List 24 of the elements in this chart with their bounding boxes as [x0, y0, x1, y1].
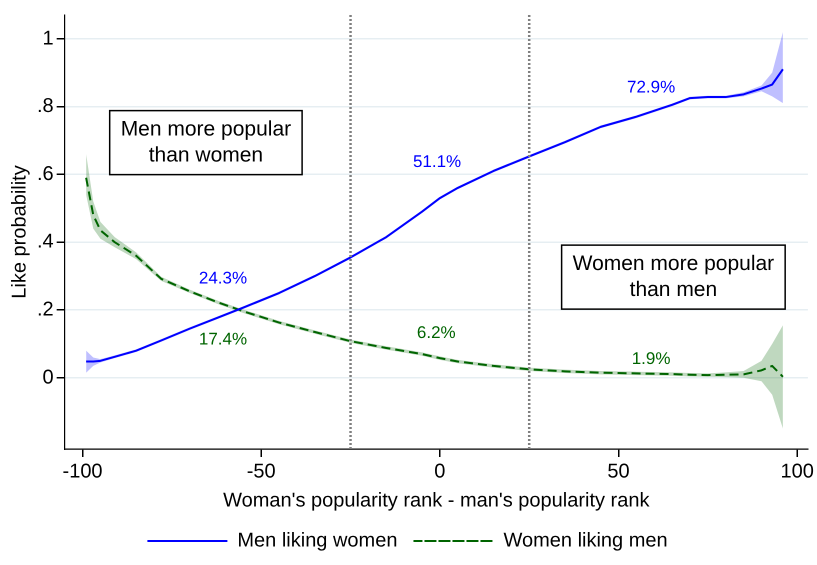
y-axis-title: Like probability [8, 165, 31, 299]
y-tick-label: 0 [42, 366, 54, 388]
y-tick-label: 1 [42, 27, 54, 50]
x-tick-label: 50 [607, 460, 630, 483]
annotation: Men more popular than women [120, 117, 292, 166]
x-tick-label: 100 [780, 460, 814, 483]
x-tick-label: 0 [434, 460, 446, 483]
x-axis-title: Woman's popularity rank - man's popularity rank [223, 490, 650, 512]
annotation: 6.2% [416, 323, 456, 342]
y-tick-label: .2 [36, 298, 54, 320]
annotation: Women more popular than men [572, 252, 774, 301]
line-series [85, 176, 784, 378]
annotation: 1.9% [632, 348, 670, 368]
annotation: 17.4% [198, 329, 248, 348]
annotation: 72.9% [626, 78, 676, 97]
y-tick-label: .4 [36, 230, 54, 253]
y-tick-label: .6 [36, 162, 54, 185]
annotation: 24.3% [198, 268, 248, 288]
x-tick-label: -100 [62, 460, 103, 483]
x-tick-label: -50 [246, 460, 276, 483]
legend-label: Women liking men [503, 530, 668, 552]
annotation: 51.1% [412, 152, 462, 172]
legend-label: Men liking women [237, 530, 398, 552]
y-tick-label: .8 [36, 95, 54, 118]
